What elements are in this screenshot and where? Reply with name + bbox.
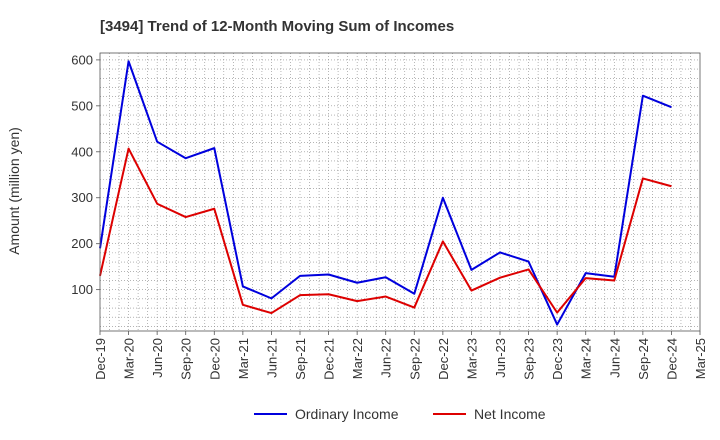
x-tick-label: Dec-22 [436, 338, 451, 380]
x-tick-label: Mar-23 [464, 338, 479, 379]
x-tick-label: Dec-21 [322, 338, 337, 380]
chart-title: [3494] Trend of 12-Month Moving Sum of I… [100, 18, 454, 35]
y-tick-label: 300 [71, 190, 93, 205]
grid-lines [100, 53, 700, 331]
series-line-net-income [99, 147, 672, 315]
y-axis-label: Amount (million yen) [6, 127, 22, 255]
series-line-ordinary-income [99, 60, 672, 326]
y-tick-label: 400 [71, 144, 93, 159]
x-tick-label: Jun-20 [150, 338, 165, 378]
y-tick-label: 200 [71, 236, 93, 251]
x-tick-label: Mar-21 [236, 338, 251, 379]
x-tick-label: Mar-25 [693, 338, 708, 379]
legend-label-net-income: Net Income [474, 406, 546, 422]
series-lines [99, 60, 672, 326]
legend: Ordinary Income Net Income [254, 406, 546, 422]
x-tick-label: Mar-24 [579, 338, 594, 379]
x-tick-label: Jun-22 [379, 338, 394, 378]
x-tick-label: Sep-23 [522, 338, 537, 380]
x-tick-label: Sep-22 [407, 338, 422, 380]
x-tick-label: Dec-24 [664, 338, 679, 380]
x-tick-label: Sep-21 [293, 338, 308, 380]
y-tick-label: 600 [71, 52, 93, 67]
x-tick-label: Dec-19 [93, 338, 108, 380]
legend-label-ordinary-income: Ordinary Income [295, 406, 399, 422]
x-tick-label: Sep-20 [179, 338, 194, 380]
x-tick-label: Mar-20 [122, 338, 137, 379]
plot-frame [99, 52, 701, 332]
x-tick-label: Mar-22 [350, 338, 365, 379]
x-tick-label: Jun-23 [493, 338, 508, 378]
x-tick-label: Dec-23 [550, 338, 565, 380]
axis-ticks: 100 200 300 400 500 600 Dec-19 Mar-20 Jun-20 Sep-… [71, 52, 708, 380]
y-tick-label: 500 [71, 98, 93, 113]
x-tick-label: Jun-21 [264, 338, 279, 378]
x-tick-label: Sep-24 [636, 338, 651, 380]
y-tick-label: 100 [71, 282, 93, 297]
x-tick-label: Jun-24 [607, 338, 622, 378]
x-tick-label: Dec-20 [207, 338, 222, 380]
